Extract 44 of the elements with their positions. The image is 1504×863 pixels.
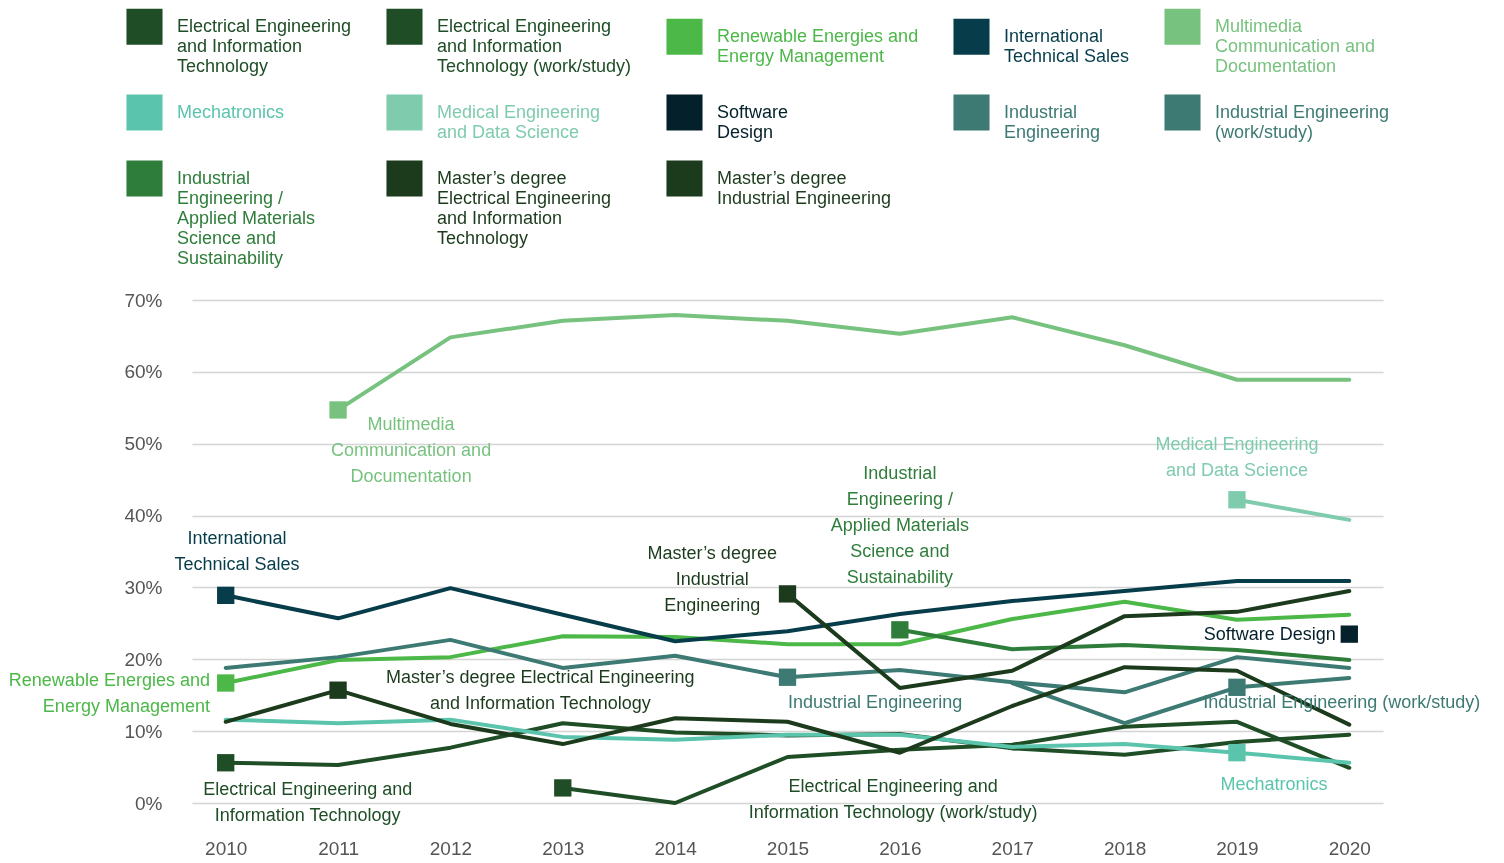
x-tick-label: 2014	[654, 837, 698, 859]
y-tick-label: 40%	[124, 505, 163, 527]
annotation: Industrial Engineering / Applied Materials Science and Sustainability	[830, 462, 969, 587]
legend-label: Multimedia Communication and Documentation	[1215, 15, 1376, 76]
legend-label: Mechatronics	[177, 101, 285, 122]
legend-label: International Technical Sales	[1004, 25, 1130, 66]
legend-label: Industrial Engineering	[1004, 101, 1101, 142]
annotation: Medical Engineering and Data Science	[1155, 434, 1319, 481]
annotation: Software Design	[1203, 623, 1336, 644]
y-tick-label: 10%	[124, 720, 163, 742]
x-tick-label: 2016	[879, 837, 922, 859]
legend-label: Master’s degree Industrial Engineering	[717, 167, 892, 208]
annotation: Mechatronics	[1220, 774, 1328, 795]
annotation: Renewable Energies and Energy Management	[8, 669, 210, 716]
legend-label: Medical Engineering and Data Science	[437, 101, 601, 142]
x-tick-label: 2017	[991, 837, 1034, 859]
x-tick-label: 2015	[766, 837, 810, 859]
x-tick-label: 2010	[205, 837, 248, 859]
legend-label: Renewable Energies and Energy Management	[717, 25, 919, 66]
annotation: Industrial Engineering	[788, 692, 963, 713]
annotation: Master’s degree Electrical Engineering and Information Technology	[386, 666, 695, 713]
y-tick-label: 0%	[135, 792, 163, 814]
legend-label: Software Design	[717, 101, 789, 142]
x-tick-label: 2011	[318, 837, 359, 859]
annotation: Master’s degree Industrial Engineering	[647, 543, 777, 616]
x-tick-label: 2020	[1328, 837, 1371, 859]
legend-label: Master’s degree Electrical Engineering and Information Technology	[437, 167, 612, 248]
y-tick-label: 70%	[124, 289, 163, 311]
annotation: Electrical Engineering and Information Technology (work/study)	[748, 776, 1038, 823]
y-tick-label: 20%	[124, 648, 163, 670]
legend-label: Electrical Engineering and Information Technology	[177, 15, 352, 76]
legend-label: Industrial Engineering / Applied Materials Science and Sustainability	[177, 167, 316, 268]
annotation: Electrical Engineering and Information Technology	[203, 779, 413, 825]
legend-label: Industrial Engineering (work/study)	[1215, 101, 1390, 142]
y-tick-label: 50%	[124, 433, 163, 455]
y-tick-label: 60%	[124, 361, 163, 383]
legend-label: Electrical Engineering and Information Technology (work/study)	[437, 15, 632, 76]
annotation: International Technical Sales	[174, 527, 300, 574]
x-tick-label: 2018	[1103, 837, 1147, 859]
x-tick-label: 2019	[1216, 837, 1259, 859]
y-tick-label: 30%	[124, 576, 163, 598]
annotation: Multimedia Communication and Documentation	[331, 413, 492, 486]
x-tick-label: 2013	[542, 837, 585, 859]
x-tick-label: 2012	[429, 837, 473, 859]
